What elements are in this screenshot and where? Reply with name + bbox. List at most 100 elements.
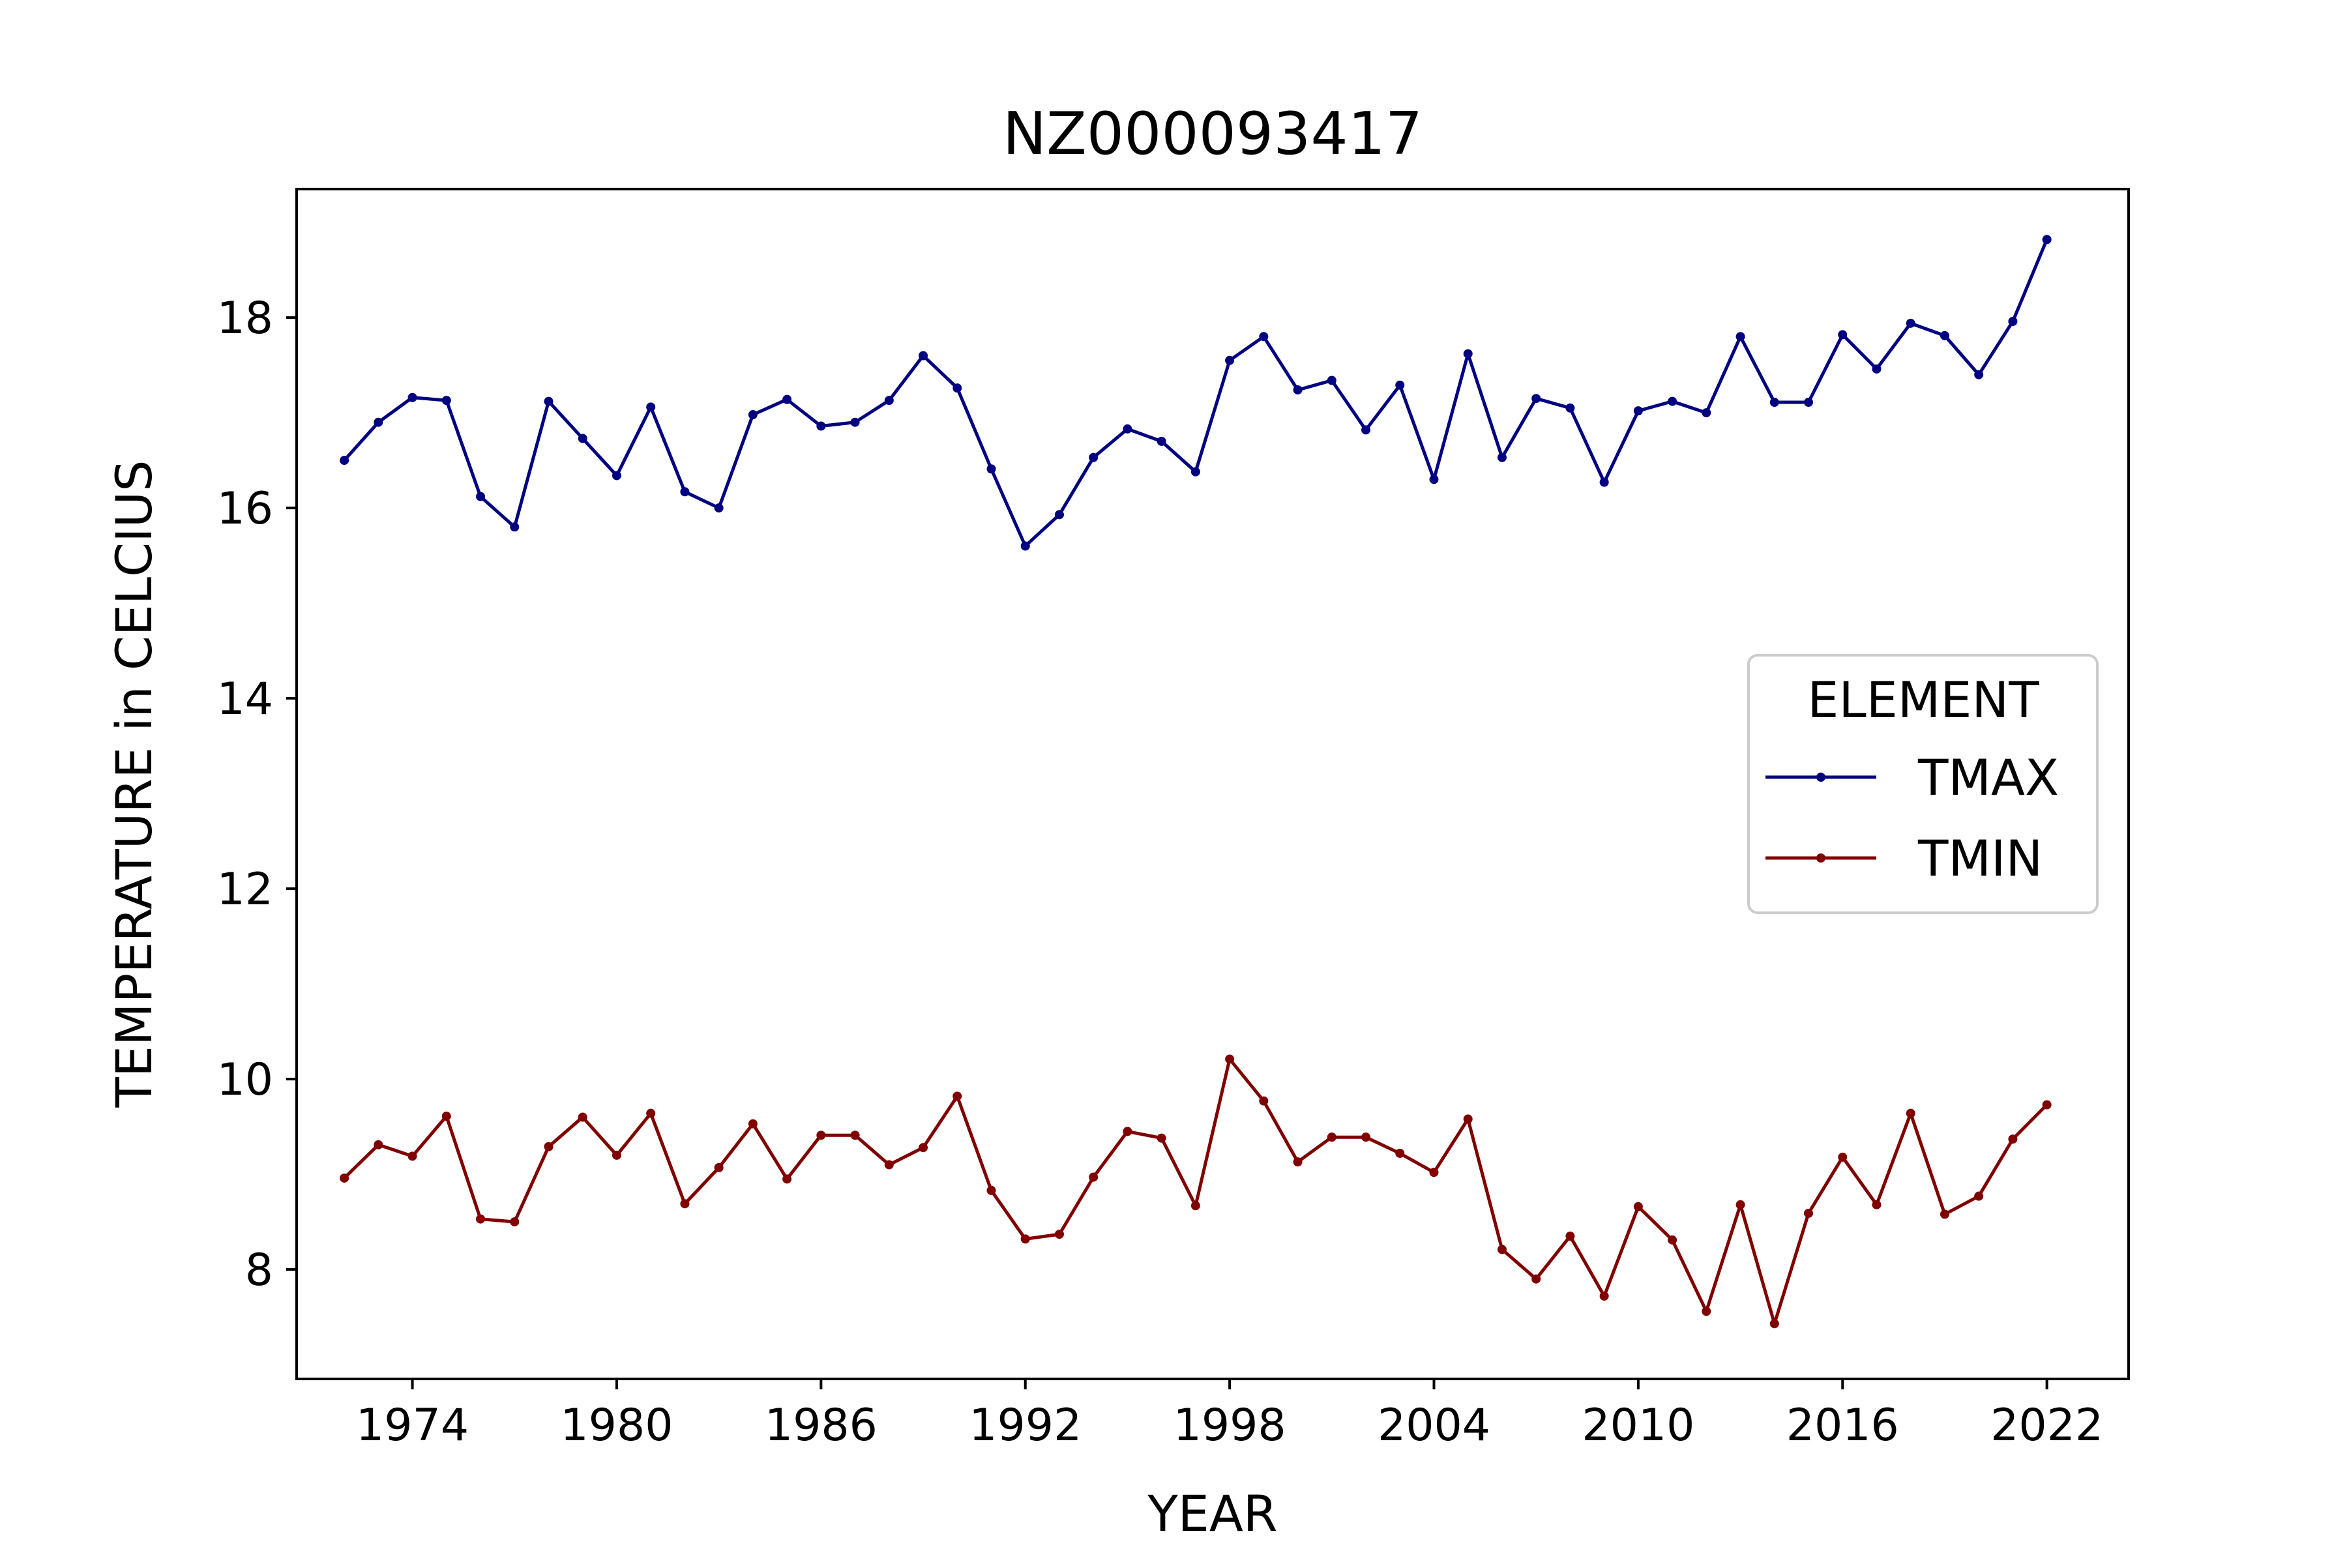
data-point-tmin [1429,1168,1439,1177]
legend-title: ELEMENT [1807,671,2039,729]
data-point-tmax [1974,370,1984,379]
data-point-tmin [1497,1245,1507,1254]
data-point-tmin [1872,1200,1882,1209]
data-point-tmax [1293,385,1303,395]
data-point-tmin [544,1142,554,1151]
data-point-tmax [1940,331,1949,340]
data-point-tmax [1565,403,1575,413]
data-point-tmin [2008,1134,2018,1144]
data-point-tmax [782,394,792,404]
data-point-tmax [1225,355,1235,365]
data-point-tmax [1395,380,1405,390]
data-point-tmin [1225,1054,1235,1064]
x-tick-label: 1998 [1174,1400,1286,1451]
data-point-tmin [1395,1148,1405,1158]
data-point-tmax [1259,332,1269,342]
data-point-tmin [1054,1230,1064,1239]
data-point-tmax [1327,376,1336,385]
data-point-tmax [1838,330,1848,340]
data-point-tmax [646,402,656,412]
data-point-tmax [1020,541,1030,551]
data-point-tmax [1497,452,1507,462]
data-point-tmax [1463,349,1473,359]
data-point-tmin [919,1143,928,1153]
data-point-tmin [1190,1201,1200,1211]
x-tick-label: 1986 [765,1400,878,1451]
data-point-tmax [1157,436,1166,446]
data-point-tmin [407,1151,417,1161]
x-tick-label: 1974 [356,1400,469,1451]
y-tick-label: 14 [216,673,273,725]
data-point-tmax [1054,510,1064,520]
data-point-tmax [407,392,417,402]
data-point-tmin [374,1140,383,1149]
data-point-tmin [1327,1132,1336,1142]
data-point-tmin [1089,1172,1099,1182]
data-point-tmin [952,1091,962,1101]
data-point-tmax [1872,364,1882,374]
data-point-tmin [986,1185,996,1195]
data-point-tmax [1531,394,1541,404]
data-point-tmin [612,1150,621,1160]
data-point-tmin [1565,1232,1575,1241]
data-point-tmin [476,1214,486,1224]
data-point-tmax [1429,475,1439,484]
y-tick-label: 10 [216,1054,273,1106]
data-point-tmax [884,396,894,406]
data-point-tmin [1020,1234,1030,1244]
data-point-tmin [1123,1127,1132,1136]
data-point-tmax [1906,318,1915,328]
y-tick-label: 8 [245,1245,273,1296]
data-point-tmin [1940,1209,1949,1219]
data-point-tmax [1769,398,1779,407]
data-point-tmax [2008,316,2018,326]
legend-label-tmin: TMIN [1917,829,2043,887]
data-point-tmin [782,1174,792,1184]
x-tick-label: 1992 [969,1400,1082,1451]
data-point-tmin [1668,1235,1677,1245]
data-point-tmax [1599,477,1609,487]
x-tick-label: 2022 [1990,1400,2103,1451]
data-point-tmin [1974,1191,1984,1201]
y-tick-label: 18 [216,293,273,344]
data-point-tmin [441,1112,451,1121]
series-line-tmin [343,1057,2048,1325]
data-point-tmax [748,410,758,420]
data-point-tmin [1157,1133,1166,1143]
data-point-tmax [544,396,554,406]
data-point-tmin [884,1160,894,1170]
y-axis-label: TEMPERATURE in CELCIUS [105,460,163,1108]
chart-title: NZ000093417 [1003,100,1423,168]
data-point-tmin [1599,1291,1609,1301]
legend-label-tmax: TMAX [1917,748,2059,806]
data-point-tmin [1838,1152,1848,1162]
data-point-tmax [1735,332,1745,342]
data-point-tmax [1633,406,1643,416]
data-point-tmax [2042,235,2052,244]
legend-entries: TMAX TMIN [1765,748,2059,887]
data-point-tmax [680,487,690,497]
data-point-tmin [1463,1114,1473,1124]
data-point-tmax [816,421,826,431]
data-point-tmax [850,417,860,427]
x-axis-label: YEAR [1147,1485,1277,1543]
data-point-tmin [1531,1274,1541,1284]
x-tick-label: 2010 [1582,1400,1694,1451]
data-point-tmax [578,434,587,443]
data-point-tmax [441,396,451,406]
legend: ELEMENT TMAX TMIN [1747,654,2099,914]
data-point-tmax [1804,398,1814,407]
data-point-tmin [714,1162,724,1172]
plot-frame [295,188,2130,1380]
data-point-tmin [1702,1307,1711,1316]
series-layer [340,235,2052,1329]
data-point-tmin [1259,1096,1269,1106]
data-point-tmin [1293,1157,1303,1167]
series-line-tmax [343,239,2048,548]
data-point-tmax [919,351,928,361]
legend-marker-tmax [1816,773,1825,782]
data-point-tmin [1361,1132,1371,1142]
y-axis-ticks: 8 10 12 14 16 18 [216,293,297,1296]
data-point-tmax [1123,424,1132,434]
